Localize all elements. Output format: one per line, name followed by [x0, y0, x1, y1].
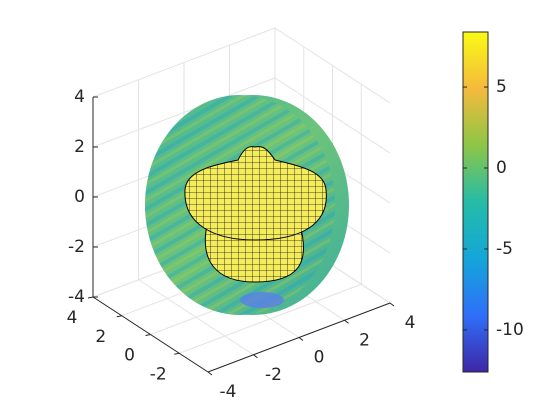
y-tick-label: -2: [150, 364, 167, 384]
z-tick-label: 4: [74, 87, 85, 107]
tick-mark: [116, 315, 122, 318]
tick-mark: [253, 354, 258, 359]
colorbar-tick-label: -5: [496, 239, 513, 259]
mushroom-stem: [204, 224, 304, 283]
x-tick-label: -4: [220, 382, 237, 402]
surface-object: [145, 95, 349, 315]
tick-mark: [87, 296, 94, 299]
tick-mark: [174, 352, 180, 355]
tick-mark: [389, 302, 395, 307]
grid-line: [274, 77, 391, 154]
colorbar-tick-label: 5: [496, 77, 507, 97]
tick-mark: [145, 334, 151, 336]
y-tick-label: 0: [124, 346, 135, 366]
colorbar: -10 -5 0 5: [462, 31, 524, 373]
tick-mark: [298, 337, 304, 341]
y-tick-label: 4: [67, 308, 78, 328]
tick-mark: [344, 319, 349, 324]
x-tick-label: 2: [359, 330, 370, 350]
z-tick-label: 2: [74, 137, 85, 157]
z-tick-label: -4: [68, 287, 85, 307]
y-tick-label: 2: [95, 327, 106, 347]
x-tick-label: 0: [314, 348, 325, 368]
grid-line: [274, 27, 391, 104]
x-tick-label: 4: [405, 313, 416, 333]
x-tick-label: -2: [265, 365, 282, 385]
z-tick-label: 0: [74, 187, 85, 207]
disc-spot: [240, 292, 284, 308]
colorbar-tick-label: 0: [496, 158, 507, 178]
tick-mark: [207, 371, 213, 376]
grid-line: [179, 283, 362, 354]
mushroom-cap: [184, 146, 327, 241]
colorbar-scale: [462, 31, 489, 373]
grid-line: [92, 27, 276, 98]
z-tick-label: -2: [68, 237, 85, 257]
grid-line: [92, 77, 276, 148]
colorbar-tick-label: -10: [496, 320, 524, 340]
